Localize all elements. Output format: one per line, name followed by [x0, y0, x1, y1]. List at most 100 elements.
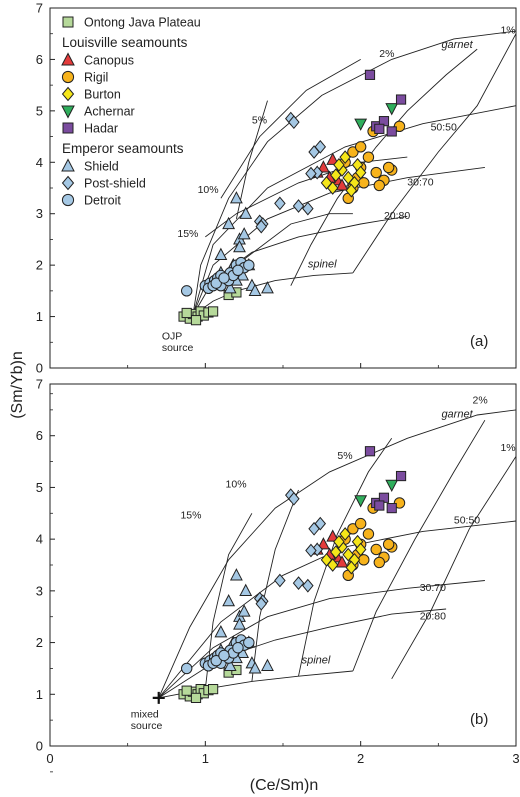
- hadar-point: [395, 94, 407, 105]
- postshield-point: [314, 516, 327, 531]
- shield-point: [222, 594, 236, 607]
- shield-point: [233, 239, 246, 253]
- annotation-label: 20:80: [420, 610, 446, 622]
- chart-panels: 01234567garnet1%2%5%10%15%50:5030:7020:8…: [36, 1, 520, 773]
- annotation-label: 10%: [226, 478, 247, 490]
- annotation-label: 15%: [177, 228, 198, 240]
- y-tick-label: 3: [36, 206, 43, 221]
- y-tick-label: 7: [36, 1, 43, 16]
- legend-label-postshield: Post-shield: [84, 177, 146, 191]
- rigil-point: [354, 141, 367, 153]
- burton-point: [345, 560, 358, 575]
- data-points: [178, 446, 407, 704]
- shield-point: [229, 568, 243, 581]
- shield-point: [229, 191, 243, 204]
- shield-point: [248, 661, 262, 674]
- legend-label-achernar: Achernar: [84, 105, 135, 119]
- shield-point: [261, 658, 274, 671]
- burton-point: [320, 552, 333, 567]
- legend-label-detroit: Detroit: [84, 194, 121, 208]
- achernar-point: [354, 495, 368, 508]
- postshield-point: [302, 201, 314, 216]
- canopus-point: [335, 555, 349, 568]
- postshield-point: [274, 196, 286, 211]
- hadar-point: [364, 446, 376, 457]
- burton-point: [342, 547, 354, 562]
- detroit-point: [180, 662, 193, 675]
- y-tick-label: 2: [36, 635, 43, 650]
- y-tick-label: 7: [36, 377, 43, 392]
- model-curve: [192, 105, 517, 316]
- y-tick-label: 5: [36, 103, 43, 118]
- x-tick-label: 0: [46, 751, 53, 766]
- legend-marker-burton: [61, 86, 75, 102]
- annotation-label: 15%: [180, 509, 201, 521]
- annotation-label: 5%: [337, 450, 352, 462]
- rigil-point: [347, 523, 359, 535]
- burton-point: [339, 150, 351, 165]
- x-tick-label: 1: [202, 751, 209, 766]
- shield-point: [248, 283, 262, 296]
- panel-a: 0 1 2 3 4 5 6 7 garnet 1% 2% 5% 10% 15% 50:50 30:70 20:8…: [36, 1, 517, 395]
- model-curve: [158, 520, 517, 699]
- panel-label: (b): [470, 711, 488, 728]
- detroit-point: [218, 649, 230, 662]
- shield-point: [233, 617, 246, 630]
- rigil-point: [362, 151, 375, 163]
- y-tick-label: 5: [36, 480, 43, 495]
- legend-label-shield: Shield: [84, 160, 119, 174]
- annotation-label: 2%: [473, 395, 488, 407]
- y-axis-label: (Sm/Yb)n: [9, 351, 26, 419]
- rigil-point: [370, 543, 382, 556]
- ontong-point: [208, 306, 219, 317]
- shield-point: [214, 247, 228, 260]
- rigil-point: [373, 556, 386, 569]
- model-curve: [352, 419, 486, 672]
- shield-point: [214, 625, 228, 638]
- canopus-point: [335, 178, 349, 191]
- legend-label-canopus: Canopus: [84, 54, 134, 68]
- shield-point: [223, 658, 237, 671]
- postshield-point: [288, 491, 300, 506]
- annotation-label: garnet: [441, 409, 473, 421]
- detroit-point: [232, 264, 244, 276]
- y-tick-label: 2: [36, 258, 43, 273]
- y-tick-label: 4: [36, 155, 43, 170]
- legend-label-rigil: Rigil: [84, 71, 108, 85]
- annotation-label: mixed: [131, 709, 159, 721]
- legend-marker-shield: [61, 158, 75, 172]
- detroit-point: [210, 654, 222, 667]
- annotation-label: 30:70: [420, 582, 446, 594]
- burton-point: [326, 558, 339, 572]
- annotation-label: 5%: [252, 115, 267, 127]
- burton-point: [333, 534, 345, 549]
- y-tick-label: 4: [36, 532, 43, 547]
- detroit-point: [232, 642, 244, 654]
- ontong-point: [190, 315, 202, 326]
- y-tick-label: 1: [36, 309, 43, 324]
- data-points: [178, 69, 407, 326]
- postshield-point: [288, 115, 300, 130]
- model-curve: [205, 156, 408, 238]
- canopus-point: [316, 160, 330, 173]
- ontong-point: [208, 684, 219, 695]
- legend-marker-achernar: [61, 105, 75, 119]
- postshield-point: [314, 139, 327, 154]
- burton-point: [345, 183, 358, 198]
- detroit-point: [243, 259, 255, 271]
- y-tick-label: 6: [36, 428, 43, 443]
- annotation-label: source: [131, 720, 163, 732]
- shield-point: [237, 227, 251, 240]
- annotation-label: 10%: [198, 184, 219, 196]
- rigil-point: [347, 146, 359, 158]
- legend-marker-postshield: [61, 175, 75, 191]
- achernar-point: [385, 479, 399, 493]
- legend-marker-hadar: [62, 122, 74, 134]
- annotation-label: 50:50: [431, 121, 457, 133]
- annotation-label: OJP: [162, 331, 182, 343]
- ontong-point: [181, 307, 192, 319]
- ontong-point: [181, 685, 192, 696]
- rigil-point: [382, 538, 395, 551]
- hadar-point: [386, 503, 397, 514]
